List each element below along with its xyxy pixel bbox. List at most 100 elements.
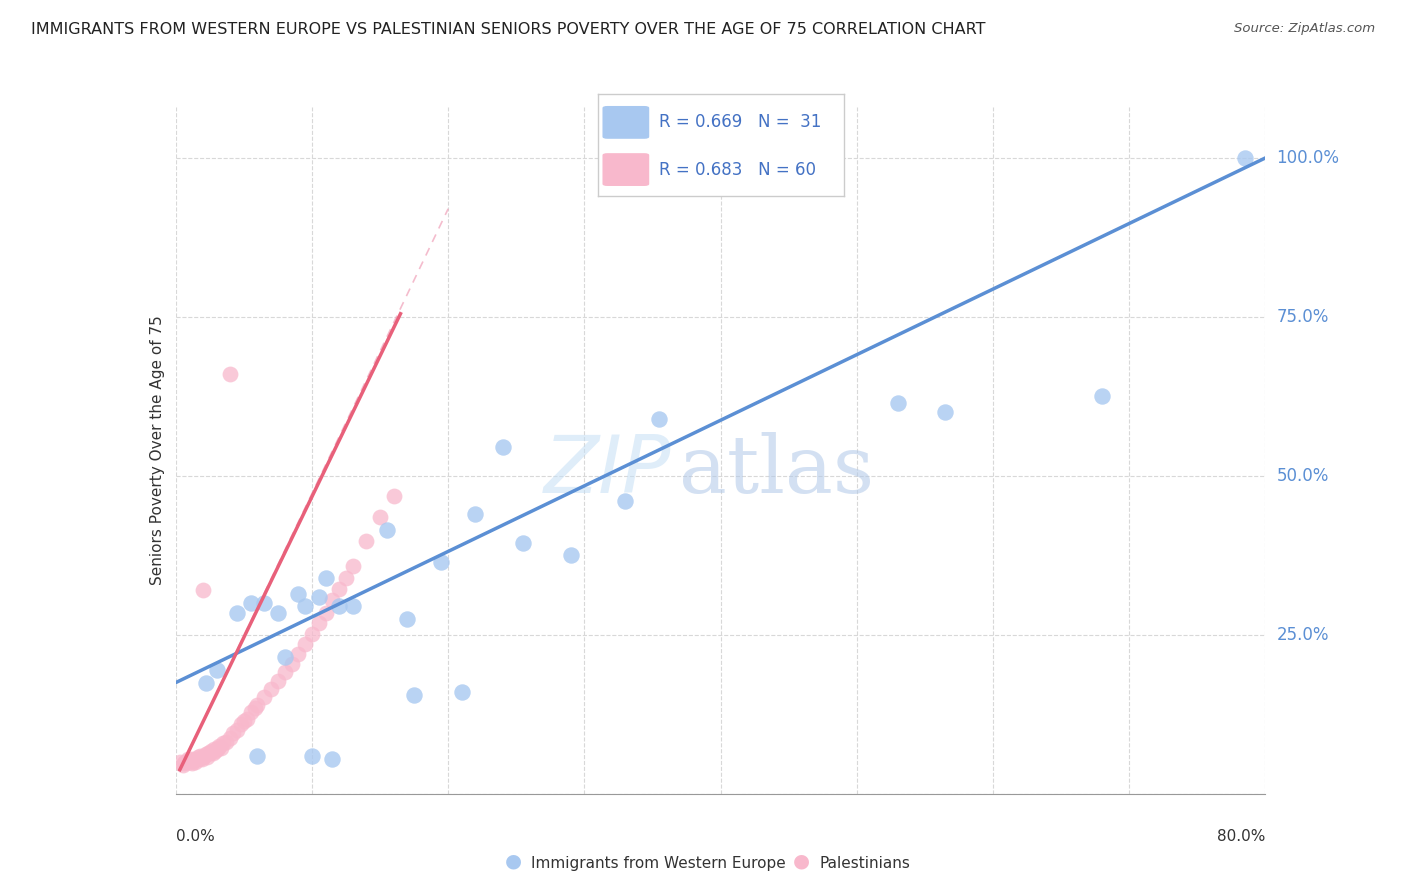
Point [239,596,262,610]
Point [181,756,204,771]
Point [209,741,232,756]
Point [274,650,297,665]
Text: ●: ● [505,852,522,871]
Point [315,606,337,620]
Point [342,599,364,614]
Text: 25.0%: 25.0% [1277,626,1329,644]
Text: 75.0%: 75.0% [1277,308,1329,326]
Point [1233,151,1256,165]
Text: Source: ZipAtlas.com: Source: ZipAtlas.com [1234,22,1375,36]
Point [368,510,391,524]
Point [246,748,269,763]
Point [235,712,257,726]
Text: 80.0%: 80.0% [1218,829,1265,844]
Point [179,755,201,769]
Point [208,739,231,754]
Point [308,590,330,604]
Point [342,559,364,574]
Point [183,754,205,768]
Point [187,752,209,766]
Point [195,750,218,764]
Point [205,742,228,756]
Point [243,701,266,715]
Point [204,744,226,758]
Y-axis label: Seniors Poverty Over the Age of 75: Seniors Poverty Over the Age of 75 [149,316,165,585]
Text: 50.0%: 50.0% [1277,467,1329,485]
Text: ●: ● [793,852,810,871]
Point [614,494,637,508]
Text: ZIP: ZIP [544,432,672,510]
Point [193,748,215,763]
Point [202,742,225,756]
Text: R = 0.683   N = 60: R = 0.683 N = 60 [659,161,815,178]
Point [512,535,534,549]
Text: atlas: atlas [679,432,875,510]
Point [404,688,426,702]
Point [886,396,908,410]
Point [232,714,254,728]
Point [356,533,378,548]
Point [226,723,249,738]
Point [315,571,337,585]
Point [382,489,405,503]
Point [335,571,357,585]
Point [201,746,224,760]
Point [194,747,217,762]
Point [190,752,212,766]
Point [321,593,343,607]
Text: Immigrants from Western Europe: Immigrants from Western Europe [531,855,786,871]
Point [375,523,398,537]
Point [267,606,290,620]
Text: 0.0%: 0.0% [176,829,215,844]
Point [430,555,453,569]
Text: R = 0.669   N =  31: R = 0.669 N = 31 [659,113,821,131]
Point [280,657,302,671]
Point [260,681,283,696]
FancyBboxPatch shape [603,106,650,139]
Point [648,411,671,425]
Point [246,698,269,712]
Point [328,582,350,596]
Point [231,717,253,731]
Point [176,754,198,768]
Point [222,726,245,740]
Point [253,596,276,610]
Point [301,748,323,763]
Point [219,367,242,381]
Point [267,673,290,688]
Point [212,736,235,750]
Point [188,748,211,763]
Text: IMMIGRANTS FROM WESTERN EUROPE VS PALESTINIAN SENIORS POVERTY OVER THE AGE OF 75: IMMIGRANTS FROM WESTERN EUROPE VS PALEST… [31,22,986,37]
Point [328,599,350,614]
Point [287,586,309,600]
Point [226,606,249,620]
Text: 100.0%: 100.0% [1277,149,1340,167]
Point [198,746,221,760]
Point [186,752,208,766]
Point [215,735,238,749]
Point [464,507,486,521]
Point [173,756,195,771]
Point [294,599,316,614]
Point [197,746,219,760]
Point [450,685,472,699]
Point [239,706,262,720]
Point [172,758,194,772]
Point [294,637,316,651]
Point [308,616,330,631]
Point [191,750,214,764]
Text: Palestinians: Palestinians [820,855,911,871]
Point [321,752,343,766]
Point [200,744,222,758]
Point [184,755,207,769]
FancyBboxPatch shape [603,153,650,186]
Point [205,663,228,677]
Point [1091,389,1114,403]
Point [219,731,242,745]
Point [177,752,200,766]
Point [169,755,191,769]
Point [274,665,297,679]
Point [934,405,956,419]
Point [492,440,515,454]
Point [180,752,202,766]
